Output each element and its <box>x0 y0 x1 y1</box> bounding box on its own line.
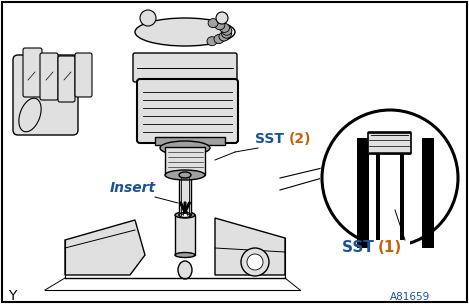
Ellipse shape <box>222 26 232 35</box>
FancyBboxPatch shape <box>13 55 78 135</box>
Ellipse shape <box>19 98 41 132</box>
FancyBboxPatch shape <box>133 53 237 82</box>
Ellipse shape <box>219 23 229 33</box>
Text: (1): (1) <box>378 240 402 255</box>
FancyBboxPatch shape <box>75 53 92 97</box>
Bar <box>179 175 191 215</box>
Bar <box>400 145 404 240</box>
Circle shape <box>247 254 263 270</box>
Ellipse shape <box>221 29 232 38</box>
Ellipse shape <box>175 253 195 257</box>
FancyBboxPatch shape <box>40 53 58 100</box>
Bar <box>175 215 195 255</box>
Ellipse shape <box>160 141 210 155</box>
Polygon shape <box>215 218 285 275</box>
Ellipse shape <box>179 172 191 178</box>
Ellipse shape <box>219 32 229 41</box>
Circle shape <box>241 248 269 276</box>
Text: Insert: Insert <box>110 181 156 195</box>
Polygon shape <box>65 220 145 275</box>
Text: SST: SST <box>342 240 379 255</box>
Ellipse shape <box>175 212 195 218</box>
Ellipse shape <box>178 261 192 279</box>
Ellipse shape <box>165 170 205 180</box>
Bar <box>357 138 369 248</box>
Text: (2): (2) <box>289 132 311 146</box>
FancyBboxPatch shape <box>58 56 75 102</box>
Bar <box>165 147 205 175</box>
Ellipse shape <box>179 212 191 217</box>
Circle shape <box>216 12 228 24</box>
Ellipse shape <box>215 21 225 30</box>
Bar <box>155 137 225 145</box>
Ellipse shape <box>214 35 224 43</box>
Bar <box>376 145 380 240</box>
FancyBboxPatch shape <box>368 132 411 154</box>
Ellipse shape <box>208 19 218 28</box>
FancyBboxPatch shape <box>137 79 238 143</box>
Text: A81659: A81659 <box>390 292 430 302</box>
Circle shape <box>320 108 460 248</box>
Circle shape <box>140 10 156 26</box>
Text: SST: SST <box>255 132 289 146</box>
Circle shape <box>322 110 458 246</box>
Ellipse shape <box>207 37 217 46</box>
Bar <box>422 138 434 248</box>
Ellipse shape <box>135 18 235 46</box>
Text: Y: Y <box>8 289 16 303</box>
Bar <box>369 138 410 248</box>
FancyBboxPatch shape <box>23 48 42 97</box>
